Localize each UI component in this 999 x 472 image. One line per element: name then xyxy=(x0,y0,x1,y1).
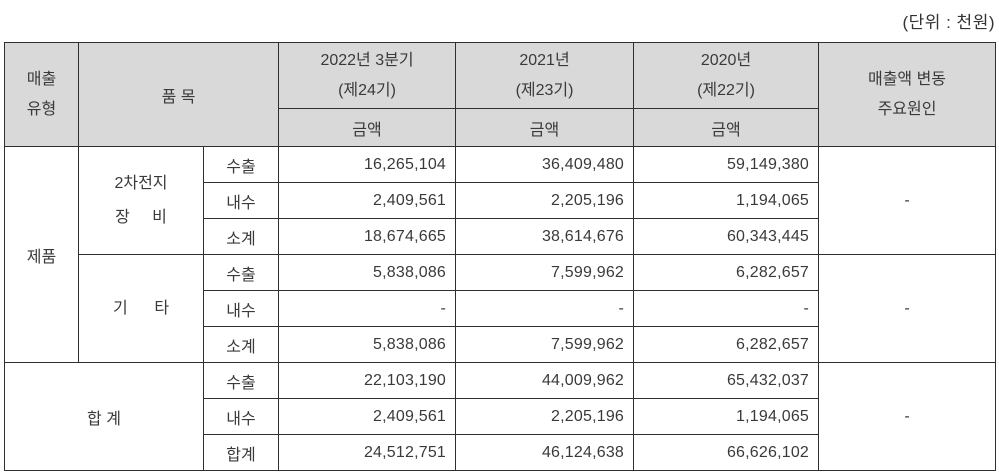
cell-amount: 5,838,086 xyxy=(278,254,457,291)
header-amount-2020: 금액 xyxy=(633,108,820,147)
header-change-reason: 매출액 변동 주요원인 xyxy=(818,42,997,147)
cell-amount: 2,205,196 xyxy=(455,182,635,219)
cell-amount: 24,512,751 xyxy=(278,434,457,471)
cell-amount: 5,838,086 xyxy=(278,326,457,363)
row-label: 수출 xyxy=(202,254,280,291)
cell-amount: 18,674,665 xyxy=(278,218,457,255)
header-amount-2022q3: 금액 xyxy=(278,108,457,147)
cell-amount: 1,194,065 xyxy=(633,398,820,435)
unit-label: (단위 : 천원) xyxy=(902,13,995,32)
header-period-2022q3: 2022년 3분기 (제24기) xyxy=(278,42,457,109)
row-label: 소계 xyxy=(202,326,280,363)
cell-amount: 22,103,190 xyxy=(278,362,457,399)
row-label: 내수 xyxy=(202,182,280,219)
header-period-2021: 2021년 (제23기) xyxy=(455,42,635,109)
cell-amount: 59,149,380 xyxy=(633,146,820,183)
cell-amount: 6,282,657 xyxy=(633,254,820,291)
row-label: 합계 xyxy=(202,434,280,471)
header-item: 품 목 xyxy=(77,42,280,147)
cell-amount: 2,409,561 xyxy=(278,182,457,219)
cell-amount: 36,409,480 xyxy=(455,146,635,183)
table-row: 제품 2차전지 장 비 수출 16,265,104 36,409,480 59,… xyxy=(4,146,997,363)
row-label: 수출 xyxy=(202,362,280,399)
row-label: 소계 xyxy=(202,218,280,255)
cell-amount: 2,205,196 xyxy=(455,398,635,435)
row-label: 수출 xyxy=(202,146,280,183)
cell-amount: 6,282,657 xyxy=(633,326,820,363)
cell-change-reason: - xyxy=(818,362,997,471)
cell-amount: 44,009,962 xyxy=(455,362,635,399)
header-period-2020: 2020년 (제22기) xyxy=(633,42,820,109)
table-header: 매출 유형 품 목 2022년 3분기 (제24기) 2021년 (제23기) … xyxy=(4,42,997,147)
cell-item-other: 기 타 xyxy=(78,254,204,363)
table-body: 제품 2차전지 장 비 수출 16,265,104 36,409,480 59,… xyxy=(4,146,997,471)
cell-amount: 60,343,445 xyxy=(633,218,820,255)
table-row: 합 계 수출 22,103,190 44,009,962 65,432,037 … xyxy=(4,362,997,471)
sales-breakdown-table: 매출 유형 품 목 2022년 3분기 (제24기) 2021년 (제23기) … xyxy=(4,42,997,471)
cell-amount: - xyxy=(633,290,820,327)
cell-sales-type-product: 제품 xyxy=(4,146,79,363)
header-sales-type: 매출 유형 xyxy=(4,42,79,147)
cell-amount: 7,599,962 xyxy=(455,326,635,363)
table-row: 기 타 수출 5,838,086 7,599,962 6,282,657 - xyxy=(4,254,997,363)
cell-amount: 16,265,104 xyxy=(278,146,457,183)
cell-total-label: 합 계 xyxy=(4,362,204,471)
cell-item-battery-equipment: 2차전지 장 비 xyxy=(78,146,204,255)
cell-amount: 7,599,962 xyxy=(455,254,635,291)
cell-amount: - xyxy=(455,290,635,327)
cell-amount: 38,614,676 xyxy=(455,218,635,255)
cell-amount: 1,194,065 xyxy=(633,182,820,219)
row-label: 내수 xyxy=(202,290,280,327)
cell-amount: 2,409,561 xyxy=(278,398,457,435)
cell-amount: - xyxy=(278,290,457,327)
cell-amount: 66,626,102 xyxy=(633,434,820,471)
cell-change-reason: - xyxy=(818,146,997,255)
row-label: 내수 xyxy=(202,398,280,435)
header-amount-2021: 금액 xyxy=(455,108,635,147)
cell-amount: 65,432,037 xyxy=(633,362,820,399)
cell-amount: 46,124,638 xyxy=(455,434,635,471)
cell-change-reason: - xyxy=(818,254,997,363)
